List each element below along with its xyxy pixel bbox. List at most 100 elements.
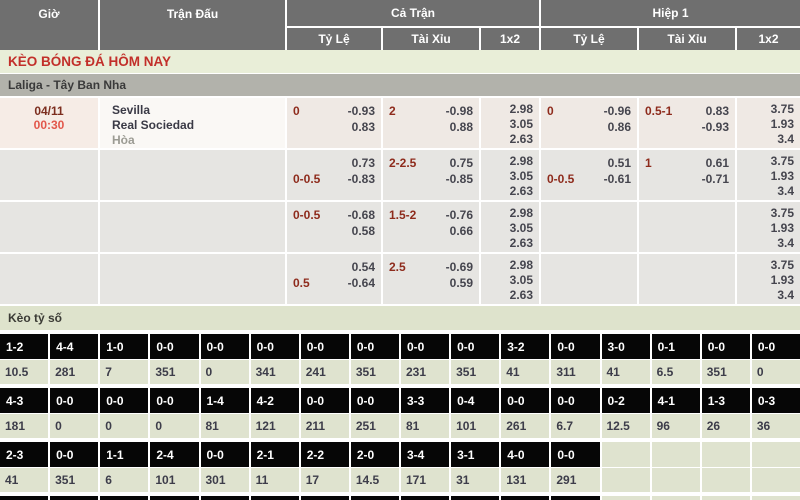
score-cell[interactable]: 2-2 bbox=[300, 442, 349, 467]
score-cell[interactable]: 0-0 bbox=[551, 334, 600, 359]
h1-1x2-cell[interactable]: 3.75 1.93 3.4 bbox=[737, 202, 800, 252]
h1-overunder-cell[interactable]: 0.5-1 0.83 -0.93 bbox=[639, 98, 735, 148]
score-odds-cell[interactable]: 211 bbox=[300, 414, 349, 438]
score-odds-cell[interactable]: 351 bbox=[701, 360, 750, 384]
score-cell[interactable]: 0-0 bbox=[300, 334, 349, 359]
score-odds-cell[interactable]: 121 bbox=[250, 414, 299, 438]
score-odds-cell[interactable]: 0 bbox=[150, 414, 199, 438]
odds-value[interactable]: 3.4 bbox=[777, 236, 794, 250]
ft-overunder-cell[interactable]: 2-2.5 0.75 -0.85 bbox=[383, 150, 479, 200]
score-odds-cell[interactable]: 231 bbox=[401, 360, 450, 384]
score-odds-cell[interactable]: 301 bbox=[200, 468, 249, 492]
score-cell[interactable]: 3-2 bbox=[501, 334, 550, 359]
odds-value[interactable]: 2.98 bbox=[509, 206, 533, 220]
score-cell[interactable]: 0-0 bbox=[100, 388, 149, 413]
score-cell[interactable]: 2-4 bbox=[150, 442, 199, 467]
odds-line[interactable]: 0-0.5 -0.68 bbox=[293, 207, 375, 223]
ft-handicap-cell[interactable]: 0.54 0.5 -0.64 bbox=[287, 254, 381, 304]
ft-overunder-cell[interactable]: 1.5-2 -0.76 0.66 bbox=[383, 202, 479, 252]
odds-value[interactable]: 3.4 bbox=[777, 184, 794, 198]
score-odds-cell[interactable]: 351 bbox=[350, 360, 399, 384]
score-cell[interactable]: 0-0 bbox=[751, 334, 800, 359]
score-odds-cell[interactable]: 26 bbox=[701, 414, 750, 438]
score-odds-cell[interactable]: 6.5 bbox=[651, 360, 700, 384]
score-cell[interactable]: 0-0 bbox=[150, 334, 199, 359]
score-cell[interactable]: 2-0 bbox=[350, 442, 399, 467]
score-cell[interactable]: 0-0 bbox=[300, 388, 349, 413]
odds-line[interactable]: 0.86 bbox=[547, 119, 631, 135]
odds-line[interactable]: 0.51 bbox=[547, 155, 631, 171]
odds-value[interactable]: 2.98 bbox=[509, 258, 533, 272]
odds-value[interactable]: 1.93 bbox=[770, 221, 794, 235]
odds-value[interactable]: 3.75 bbox=[770, 102, 794, 116]
odds-value[interactable]: 1.93 bbox=[770, 117, 794, 131]
odds-line[interactable]: -0.71 bbox=[645, 171, 729, 187]
odds-value[interactable]: 3.75 bbox=[770, 154, 794, 168]
score-odds-cell[interactable]: 131 bbox=[501, 468, 550, 492]
score-cell[interactable]: 0-3 bbox=[751, 388, 800, 413]
score-cell[interactable]: 0-0 bbox=[200, 442, 249, 467]
score-odds-cell[interactable]: 81 bbox=[200, 414, 249, 438]
score-odds-cell[interactable]: 241 bbox=[300, 360, 349, 384]
score-odds-cell[interactable]: 81 bbox=[401, 414, 450, 438]
score-odds-cell[interactable]: 36 bbox=[751, 414, 800, 438]
h1-1x2-cell[interactable]: 3.75 1.93 3.4 bbox=[737, 150, 800, 200]
odds-value[interactable]: 1.93 bbox=[770, 169, 794, 183]
score-cell[interactable]: 4-1 bbox=[651, 388, 700, 413]
score-odds-cell[interactable]: 41 bbox=[601, 360, 650, 384]
score-cell[interactable]: 0-4 bbox=[451, 388, 500, 413]
score-odds-cell[interactable]: 11 bbox=[250, 468, 299, 492]
score-cell[interactable]: 0-0 bbox=[701, 334, 750, 359]
score-odds-cell[interactable]: 291 bbox=[551, 468, 600, 492]
score-cell[interactable]: 0-0 bbox=[200, 334, 249, 359]
ft-overunder-cell[interactable]: 2.5 -0.69 0.59 bbox=[383, 254, 479, 304]
score-cell[interactable]: 4-2 bbox=[250, 388, 299, 413]
score-cell[interactable]: 0-0 bbox=[551, 442, 600, 467]
odds-line[interactable]: 0.66 bbox=[389, 223, 473, 239]
score-cell[interactable]: 0-0 bbox=[451, 334, 500, 359]
score-odds-cell[interactable]: 0 bbox=[200, 360, 249, 384]
league-header[interactable]: Laliga - Tây Ban Nha bbox=[0, 74, 800, 96]
score-cell[interactable]: 1-1 bbox=[100, 442, 149, 467]
odds-value[interactable]: 3.4 bbox=[777, 132, 794, 146]
score-cell[interactable]: 3-1 bbox=[451, 442, 500, 467]
score-cell[interactable]: 0-0 bbox=[401, 334, 450, 359]
odds-line[interactable]: 0 -0.96 bbox=[547, 103, 631, 119]
score-cell[interactable]: 1-3 bbox=[701, 388, 750, 413]
odds-line[interactable]: 0.58 bbox=[293, 223, 375, 239]
score-odds-cell[interactable]: 251 bbox=[350, 414, 399, 438]
score-odds-cell[interactable]: 12.5 bbox=[601, 414, 650, 438]
score-odds-cell[interactable]: 351 bbox=[451, 360, 500, 384]
score-cell[interactable]: 2-3 bbox=[0, 442, 49, 467]
odds-line[interactable]: 0.59 bbox=[389, 275, 473, 291]
score-odds-cell[interactable]: 351 bbox=[50, 468, 99, 492]
odds-line[interactable]: 1 0.61 bbox=[645, 155, 729, 171]
odds-value[interactable]: 2.63 bbox=[509, 288, 533, 302]
score-odds-cell[interactable]: 101 bbox=[451, 414, 500, 438]
ft-handicap-cell[interactable]: 0-0.5 -0.68 0.58 bbox=[287, 202, 381, 252]
score-odds-cell[interactable]: 351 bbox=[150, 360, 199, 384]
odds-line[interactable]: 0.73 bbox=[293, 155, 375, 171]
ft-handicap-cell[interactable]: 0 -0.93 0.83 bbox=[287, 98, 381, 148]
ft-1x2-cell[interactable]: 2.98 3.05 2.63 bbox=[481, 150, 539, 200]
score-cell[interactable]: 0-0 bbox=[350, 334, 399, 359]
score-cell[interactable]: 4-0 bbox=[501, 442, 550, 467]
odds-line[interactable]: 0.88 bbox=[389, 119, 473, 135]
ft-1x2-cell[interactable]: 2.98 3.05 2.63 bbox=[481, 202, 539, 252]
score-cell[interactable]: 1-4 bbox=[200, 388, 249, 413]
score-odds-cell[interactable]: 6.7 bbox=[551, 414, 600, 438]
h1-handicap-cell[interactable]: 0.51 0-0.5 -0.61 bbox=[541, 150, 637, 200]
score-odds-cell[interactable]: 181 bbox=[0, 414, 49, 438]
h1-1x2-cell[interactable]: 3.75 1.93 3.4 bbox=[737, 254, 800, 304]
odds-line[interactable]: 2.5 -0.69 bbox=[389, 259, 473, 275]
odds-line[interactable]: 0.54 bbox=[293, 259, 375, 275]
score-odds-cell[interactable]: 7 bbox=[100, 360, 149, 384]
score-odds-cell[interactable]: 0 bbox=[751, 360, 800, 384]
score-cell[interactable]: 0-0 bbox=[501, 388, 550, 413]
score-cell[interactable]: 0-0 bbox=[551, 388, 600, 413]
odds-value[interactable]: 2.63 bbox=[509, 184, 533, 198]
score-cell[interactable]: 0-0 bbox=[50, 388, 99, 413]
ft-handicap-cell[interactable]: 0.73 0-0.5 -0.83 bbox=[287, 150, 381, 200]
score-cell[interactable]: 0-2 bbox=[601, 388, 650, 413]
score-odds-cell[interactable]: 17 bbox=[300, 468, 349, 492]
